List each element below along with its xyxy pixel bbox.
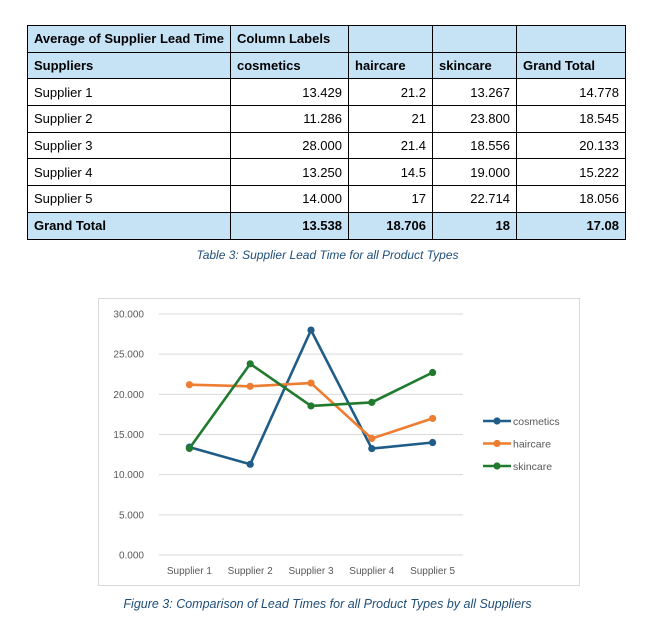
data-point-cosmetics (307, 326, 315, 334)
cell-value[interactable]: 20.133 (516, 131, 626, 160)
cell-value[interactable]: 23.800 (432, 105, 517, 133)
cell-value[interactable]: 17 (348, 185, 433, 213)
x-tick-label: Supplier 5 (410, 566, 455, 577)
cell-value[interactable]: 22.714 (432, 185, 517, 213)
table-row: Supplier 2 11.286 21 23.800 18.545 (27, 105, 626, 133)
cell-value[interactable]: 13.267 (432, 78, 517, 107)
cell-value[interactable]: 21.4 (348, 131, 433, 160)
data-point-haircare (429, 414, 437, 423)
cell-value[interactable]: 14.000 (230, 185, 349, 213)
data-point-cosmetics (368, 444, 376, 453)
data-point-haircare (185, 381, 193, 389)
cell-value[interactable]: 18.056 (516, 185, 626, 213)
cell-value[interactable]: 13.250 (230, 158, 349, 187)
y-tick-label: 0.000 (119, 551, 144, 562)
cell-value[interactable]: 14.5 (348, 158, 433, 187)
data-point-skincare (246, 360, 254, 368)
data-point-haircare (307, 379, 315, 387)
y-tick-label: 5.000 (119, 510, 144, 521)
cell-value[interactable]: 13.429 (230, 78, 349, 107)
data-point-haircare (368, 434, 376, 443)
grand-total-value[interactable]: 18 (432, 211, 517, 240)
column-header-skincare[interactable]: skincare (432, 51, 517, 80)
x-tick-label: Supplier 4 (349, 566, 394, 577)
legend-marker-haircare (493, 439, 501, 448)
row-label[interactable]: Supplier 2 (27, 105, 231, 133)
legend-marker-skincare (493, 462, 501, 470)
data-point-cosmetics (246, 460, 254, 468)
grand-total-value[interactable]: 18.706 (348, 211, 433, 240)
data-point-cosmetics (429, 438, 437, 447)
grand-total-row: Grand Total 13.538 18.706 18 17.08 (27, 211, 626, 240)
header-blank-cell (348, 25, 433, 53)
line-chart[interactable]: 0.000 5.000 10.000 15.000 20.000 25.000 30.000… (98, 298, 580, 586)
cell-value[interactable]: 19.000 (432, 158, 517, 187)
cell-value[interactable]: 21.2 (348, 78, 433, 107)
y-tick-label: 25.000 (113, 350, 144, 361)
column-header-haircare[interactable]: haircare (348, 51, 433, 80)
cell-value[interactable]: 18.545 (516, 105, 626, 133)
x-tick-label: Supplier 3 (288, 566, 333, 577)
y-tick-label: 30.000 (113, 310, 144, 321)
cell-value[interactable]: 28.000 (230, 131, 349, 160)
legend-label-skincare: skincare (513, 461, 552, 473)
grand-total-value[interactable]: 13.538 (230, 211, 349, 240)
chart-svg: 0.000 5.000 10.000 15.000 20.000 25.000 30.000… (113, 310, 560, 578)
figure-caption: Figure 3: Comparison of Lead Times for a… (123, 597, 532, 611)
y-tick-label: 10.000 (113, 470, 144, 481)
table-header-row-1: Average of Supplier Lead Time Column Lab… (27, 25, 626, 53)
row-header-suppliers[interactable]: Suppliers (27, 51, 231, 80)
legend-label-haircare: haircare (513, 438, 551, 450)
row-label[interactable]: Supplier 5 (27, 185, 231, 213)
table-row: Supplier 1 13.429 21.2 13.267 14.778 (27, 78, 626, 107)
y-tick-label: 20.000 (113, 390, 144, 401)
cell-value[interactable]: 15.222 (516, 158, 626, 187)
cell-value[interactable]: 11.286 (230, 105, 349, 133)
data-point-skincare (185, 444, 193, 453)
row-label[interactable]: Supplier 1 (27, 78, 231, 107)
grand-total-value[interactable]: 17.08 (516, 211, 626, 240)
table-row: Supplier 3 28.000 21.4 18.556 20.133 (27, 131, 626, 160)
column-header-grand-total[interactable]: Grand Total (516, 51, 626, 80)
pivot-table: Average of Supplier Lead Time Column Lab… (27, 25, 626, 240)
row-label[interactable]: Supplier 3 (27, 131, 231, 160)
row-label[interactable]: Supplier 4 (27, 158, 231, 187)
data-point-skincare (307, 402, 315, 410)
legend-label-cosmetics: cosmetics (513, 416, 560, 428)
table-row: Supplier 4 13.250 14.5 19.000 15.222 (27, 158, 626, 187)
data-point-skincare (429, 368, 437, 377)
cell-value[interactable]: 14.778 (516, 78, 626, 107)
y-tick-label: 15.000 (113, 430, 144, 441)
column-labels-header[interactable]: Column Labels (230, 25, 349, 53)
data-point-haircare (246, 382, 254, 390)
header-blank-cell (432, 25, 517, 53)
x-tick-label: Supplier 1 (167, 566, 212, 577)
data-point-skincare (368, 398, 376, 406)
grand-total-label[interactable]: Grand Total (27, 211, 231, 240)
legend-marker-cosmetics (493, 417, 501, 425)
x-tick-label: Supplier 2 (228, 566, 273, 577)
cell-value[interactable]: 18.556 (432, 131, 517, 160)
header-blank-cell (516, 25, 626, 53)
column-header-cosmetics[interactable]: cosmetics (230, 51, 349, 80)
table-caption: Table 3: Supplier Lead Time for all Prod… (196, 248, 459, 262)
pivot-corner-label[interactable]: Average of Supplier Lead Time (27, 25, 231, 53)
cell-value[interactable]: 21 (348, 105, 433, 133)
table-header-row-2: Suppliers cosmetics haircare skincare Gr… (27, 51, 626, 80)
table-row: Supplier 5 14.000 17 22.714 18.056 (27, 185, 626, 213)
